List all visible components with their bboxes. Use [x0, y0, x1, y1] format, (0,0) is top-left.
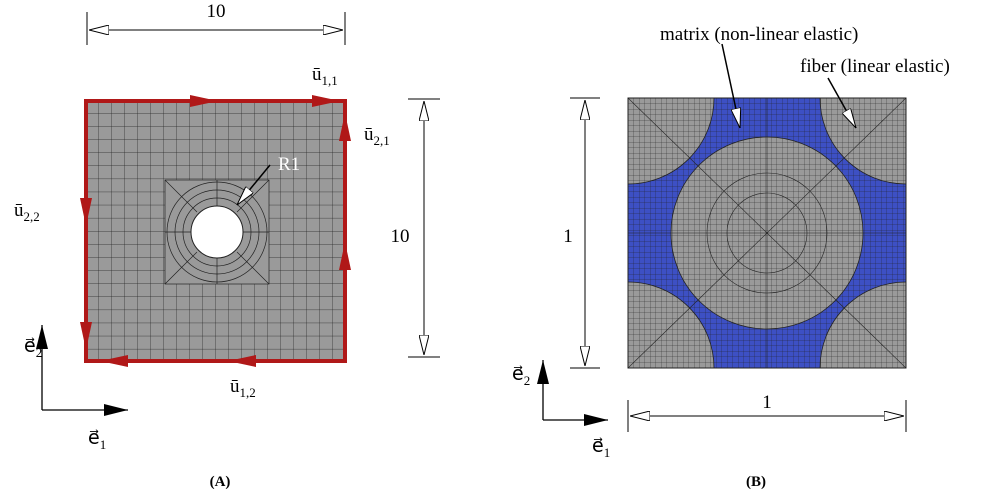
u-label: ū2,2 [14, 200, 40, 224]
matrix-label: matrix (non-linear elastic) [660, 24, 858, 45]
mesh-b [628, 98, 906, 368]
caption: (B) [746, 474, 766, 490]
pointer [236, 164, 271, 206]
axis-label: e⃗2 [512, 364, 530, 388]
axes-a [36, 325, 128, 416]
u-label: ū2,1 [364, 124, 390, 148]
pointer [827, 77, 857, 129]
fiber-label: fiber (linear elastic) [800, 56, 950, 77]
dimension-b [570, 97, 907, 432]
axis-label: e⃗2 [24, 336, 42, 360]
axes-b [537, 360, 608, 426]
dimension-a [86, 12, 440, 358]
height-label: 10 [391, 226, 410, 247]
axis-label: e⃗1 [592, 436, 610, 460]
pointer [721, 43, 740, 128]
height-label: 1 [563, 226, 573, 247]
caption: (A) [210, 474, 231, 490]
u-label: ū1,2 [230, 376, 256, 400]
u-label: ū1,1 [312, 64, 338, 88]
mesh-a [85, 100, 345, 362]
boundary-arrows [80, 95, 351, 367]
hole-label: R1 [278, 154, 300, 175]
axis-label: e⃗1 [88, 428, 106, 452]
width-label: 10 [207, 1, 226, 22]
width-label: 1 [762, 392, 772, 413]
